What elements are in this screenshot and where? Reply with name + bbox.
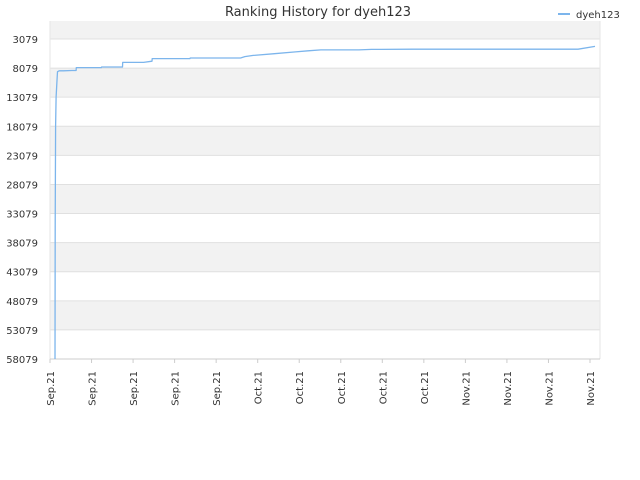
y-tick-label: 33079 <box>6 210 38 221</box>
gridlines <box>49 21 601 360</box>
y-tick-label: 38079 <box>6 239 38 250</box>
chart-title: Ranking History for dyeh123 <box>225 5 411 20</box>
y-tick-label: 48079 <box>6 297 38 308</box>
y-tick-label: 8079 <box>13 64 38 75</box>
x-tick-label: Sep.21 <box>129 371 140 406</box>
x-tick-label: Oct.21 <box>337 371 348 404</box>
x-tick-label: Nov.21 <box>461 371 472 406</box>
plot-band <box>50 300 600 330</box>
y-tick-label: 13079 <box>6 93 38 104</box>
x-tick-label: Sep.21 <box>212 371 223 406</box>
x-tick-label: Oct.21 <box>420 371 431 404</box>
plot-band <box>50 184 600 214</box>
x-tick-label: Nov.21 <box>503 371 514 406</box>
x-tick-label: Sep.21 <box>171 371 182 406</box>
y-tick-label: 18079 <box>6 122 38 133</box>
x-tick-label: Nov.21 <box>586 371 597 406</box>
y-tick-label: 58079 <box>6 355 38 366</box>
plot-band <box>50 68 600 98</box>
x-axis: Sep.21 Sep.21 Sep.21 Sep.21 Sep.21 Oct.21 Oct.… <box>46 359 597 406</box>
plot-band <box>50 21 600 39</box>
y-tick-label: 3079 <box>13 35 38 46</box>
legend[interactable]: dyeh123 <box>558 10 620 21</box>
y-axis: 3079 8079 13079 18079 23079 28079 33079 38079 43… <box>6 35 38 366</box>
x-tick-label: Oct.21 <box>254 371 265 404</box>
legend-label: dyeh123 <box>576 10 620 21</box>
y-tick-label: 28079 <box>6 180 38 191</box>
plot-bands <box>50 21 600 330</box>
y-tick-label: 23079 <box>6 151 38 162</box>
plot-band <box>50 126 600 156</box>
x-tick-label: Oct.21 <box>378 371 389 404</box>
series-line-dyeh123 <box>54 45 596 360</box>
plot-band <box>50 242 600 272</box>
x-tick-label: Sep.21 <box>88 371 99 406</box>
x-tick-label: Sep.21 <box>46 371 57 406</box>
y-tick-label: 53079 <box>6 326 38 337</box>
x-tick-label: Oct.21 <box>295 371 306 404</box>
x-tick-label: Nov.21 <box>544 371 555 406</box>
y-tick-label: 43079 <box>6 268 38 279</box>
